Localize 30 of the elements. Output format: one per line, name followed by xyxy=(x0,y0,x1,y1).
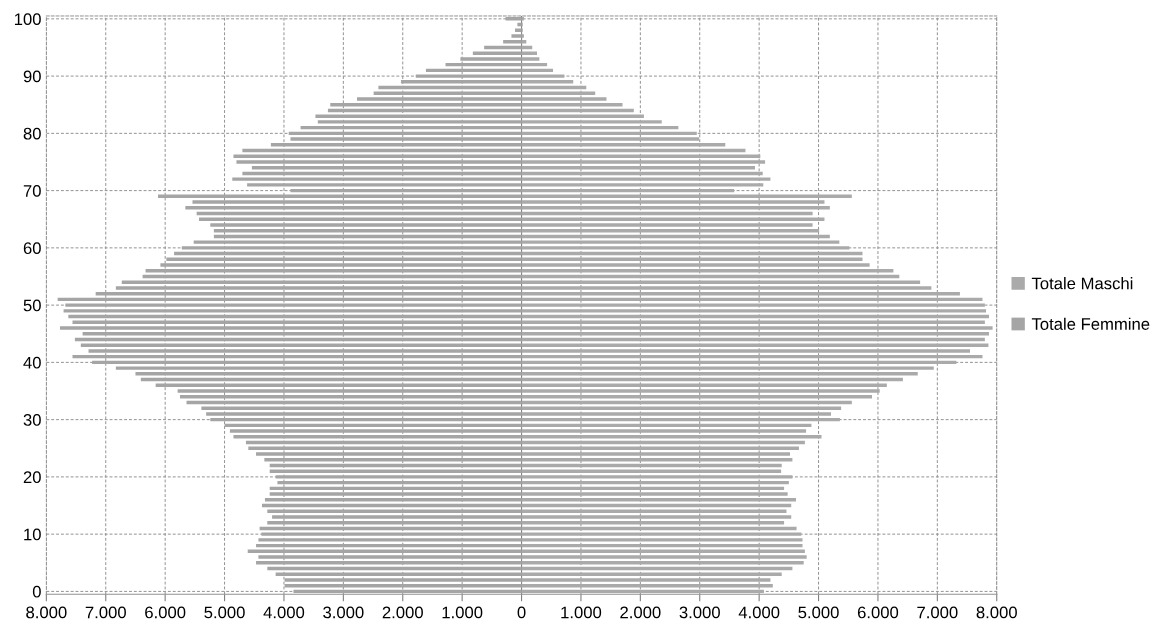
x-tick-label: 3.000 xyxy=(323,606,364,619)
x-tick-label: 3.000 xyxy=(679,606,720,619)
y-tick-label: 40 xyxy=(23,356,41,369)
y-tick-label: 0 xyxy=(32,585,41,598)
y-tick-label: 100 xyxy=(14,13,41,26)
y-tick-label: 80 xyxy=(23,127,41,140)
x-tick-label: 1.000 xyxy=(561,606,602,619)
x-tick-label: 1.000 xyxy=(442,606,483,619)
x-tick-label: 8.000 xyxy=(976,606,1017,619)
x-tick-label: 2.000 xyxy=(620,606,661,619)
y-tick-label: 10 xyxy=(24,528,41,541)
x-tick-label: 0 xyxy=(517,606,526,619)
x-tick-label: 6.000 xyxy=(857,606,899,619)
legend-label: Totale Femmine xyxy=(1031,317,1150,330)
legend-label: Totale Maschi xyxy=(1031,277,1133,290)
y-tick-label: 60 xyxy=(23,242,41,255)
y-tick-label: 30 xyxy=(23,414,41,426)
x-tick-label: 4.000 xyxy=(263,606,305,619)
y-tick-label: 90 xyxy=(23,70,41,83)
x-tick-label: 7.000 xyxy=(917,606,958,619)
y-tick-label: 50 xyxy=(23,299,41,312)
x-tick-label: 6.000 xyxy=(145,606,186,619)
x-tick-label: 4.000 xyxy=(738,606,780,619)
x-tick-label: 2.000 xyxy=(382,606,423,619)
y-tick-label: 70 xyxy=(23,185,41,197)
x-tick-label: 5.000 xyxy=(798,606,839,619)
y-tick-label: 20 xyxy=(23,471,41,484)
x-tick-label: 7.000 xyxy=(85,606,126,619)
x-tick-label: 5.000 xyxy=(204,606,245,619)
x-tick-label: 8.000 xyxy=(26,606,67,619)
